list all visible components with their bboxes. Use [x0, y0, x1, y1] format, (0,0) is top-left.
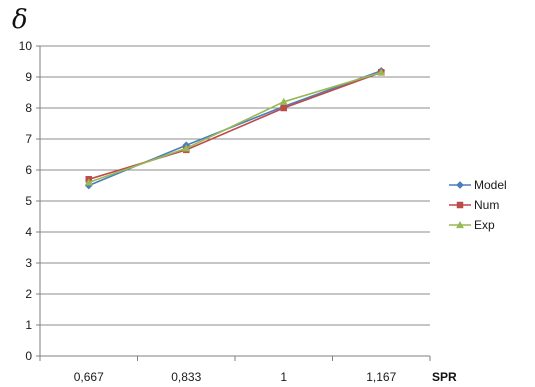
x-tick-labels: 0,667 0,833 1 1,167 — [74, 370, 397, 384]
y-axis-title: δ — [12, 5, 28, 35]
legend-item-num: Num — [449, 198, 499, 212]
x-tick-label: 1,167 — [366, 370, 396, 384]
axes — [36, 45, 431, 361]
y-tick-label: 9 — [25, 70, 32, 84]
y-tick-label: 0 — [25, 349, 32, 363]
data-point-exp — [279, 97, 288, 105]
data-point-exp — [182, 144, 191, 152]
data-point-exp — [84, 178, 93, 186]
legend: Model Num Exp — [449, 178, 507, 232]
y-tick-label: 4 — [25, 225, 32, 239]
legend-swatch-marker — [456, 201, 464, 209]
x-tick-label: 0,667 — [74, 370, 104, 384]
legend-item-exp: Exp — [449, 218, 495, 232]
data-point-exp — [377, 68, 386, 76]
y-tick-label: 8 — [25, 101, 32, 115]
data-series — [84, 66, 386, 190]
legend-label: Exp — [474, 218, 495, 232]
y-tick-label: 5 — [25, 194, 32, 208]
data-point-num — [280, 104, 287, 112]
x-tick-label: 0,833 — [171, 370, 201, 384]
y-tick-labels: 0 1 2 3 4 5 6 7 8 9 10 — [19, 39, 33, 363]
legend-label: Num — [474, 198, 499, 212]
y-tick-label: 7 — [25, 132, 32, 146]
grid-lines — [40, 45, 430, 326]
legend-item-model: Model — [449, 178, 507, 192]
x-axis-title: SPR — [432, 370, 457, 384]
y-tick-label: 3 — [25, 256, 32, 270]
y-tick-label: 10 — [19, 39, 33, 53]
x-tick-label: 1 — [280, 370, 287, 384]
series-exp — [84, 68, 386, 186]
y-tick-label: 1 — [25, 318, 32, 332]
legend-swatch-marker — [456, 181, 464, 189]
y-tick-label: 2 — [25, 287, 32, 301]
y-tick-label: 6 — [25, 163, 32, 177]
legend-label: Model — [474, 178, 507, 192]
series-line-exp — [88, 71, 382, 184]
legend-swatch-marker — [455, 220, 465, 229]
